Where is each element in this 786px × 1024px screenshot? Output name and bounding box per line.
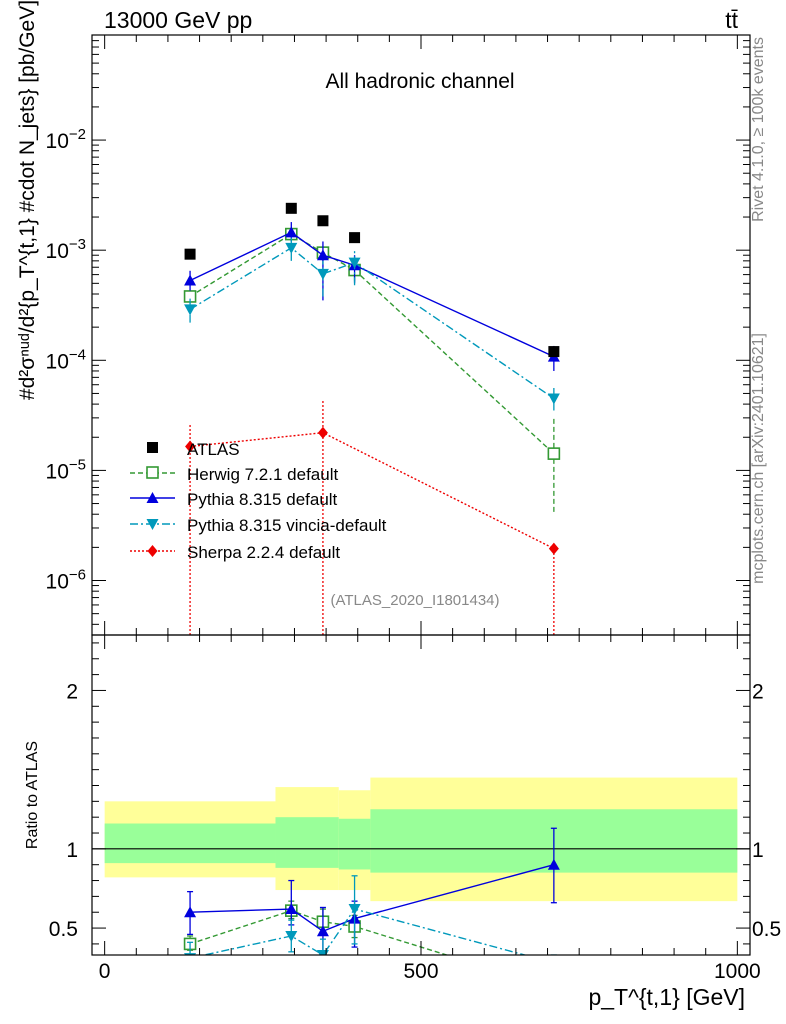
ratio-plot-area (92, 777, 750, 1003)
uncertainty-band-inner (104, 823, 276, 864)
atlas-data-point (184, 248, 196, 260)
legend-label-vincia: Pythia 8.315 vincia-default (187, 516, 387, 535)
data-point (547, 393, 560, 405)
legend-marker-atlas (147, 442, 158, 453)
main-axes: 10−6 10−5 10−4 10−3 10−2 (46, 34, 750, 635)
x-tick-label: 0 (99, 960, 111, 983)
ratio-data-point (348, 904, 361, 916)
ratio-y-tick-label-right: 2 (752, 680, 764, 703)
data-point (185, 440, 196, 453)
ratio-y-tick-label: 0.5 (49, 918, 78, 941)
atlas-data-point (349, 232, 361, 244)
data-point (547, 447, 561, 460)
series-line-2 (189, 246, 555, 400)
y-tick-label: 10−3 (46, 236, 86, 263)
process-label: tt̄ (725, 7, 738, 33)
uncertainty-band-inner (338, 818, 371, 870)
legend-label-herwig: Herwig 7.2.1 default (187, 465, 338, 484)
ratio-data-point (316, 925, 329, 937)
ratio-error-bar (550, 954, 557, 955)
ratio-y-tick-label: 1 (66, 839, 78, 862)
main-y-axis-label: #d²σⁿᵘᵈ/d²{p_T^{t,1} #cdot N_jets} [pb/G… (16, 0, 39, 400)
ratio-frame (91, 634, 751, 956)
ratio-data-point (285, 903, 298, 915)
y-tick-label: 10−2 (46, 126, 86, 153)
data-point (184, 304, 197, 316)
legend-marker-sherpa (147, 545, 158, 557)
ratio-data-point (547, 858, 560, 870)
data-point (548, 542, 559, 555)
legend-label-sherpa: Sherpa 2.2.4 default (187, 543, 340, 562)
ratio-series-line-0 (189, 909, 449, 955)
ratio-series-line-2 (201, 908, 528, 955)
analysis-tag: (ATLAS_2020_I1801434) (330, 592, 499, 609)
ratio-axes: 0.5 0.5 1 1 2 2 0 500 1000 (49, 635, 781, 983)
ratio-y-axis-label: Ratio to ATLAS (24, 741, 41, 849)
ratio-y-tick-label-right: 0.5 (752, 918, 781, 941)
energy-label: 13000 GeV pp (104, 7, 252, 33)
atlas-data-point (285, 202, 297, 214)
ratio-error-bar (551, 968, 557, 1003)
x-axis-label: p_T^{t,1} [GeV] (588, 984, 745, 1010)
data-point (316, 268, 329, 280)
legend: ATLAS Herwig 7.2.1 default Pythia 8.315 … (130, 440, 387, 562)
main-plot-area (183, 202, 561, 635)
ratio-error-bar (319, 938, 326, 955)
ratio-y-tick-label-right: 1 (752, 839, 764, 862)
data-point (317, 426, 328, 439)
y-tick-label: 10−5 (46, 456, 86, 483)
ratio-data-point (184, 906, 197, 918)
data-point (316, 249, 329, 261)
y-tick-label: 10−6 (46, 567, 86, 594)
rivet-version-label: Rivet 4.1.0, ≥ 100k events (750, 37, 767, 222)
atlas-data-point (548, 346, 560, 358)
legend-label-pythia: Pythia 8.315 default (187, 490, 338, 509)
y-tick-label: 10−4 (46, 346, 86, 373)
atlas-data-point (317, 215, 329, 227)
data-point (348, 257, 361, 269)
data-point (184, 274, 197, 286)
uncertainty-band-inner (275, 817, 339, 868)
series-line-0 (189, 233, 555, 455)
data-point (285, 226, 298, 238)
x-tick-label: 500 (403, 960, 438, 983)
legend-marker-herwig (146, 466, 159, 479)
data-point (285, 242, 298, 254)
legend-marker-vincia (146, 519, 159, 530)
ratio-data-point (548, 983, 559, 994)
series-line-1 (189, 231, 555, 358)
x-tick-label: 1000 (714, 960, 761, 983)
source-label: mcplots.cern.ch [arXiv:2401.10621] (750, 333, 767, 584)
ratio-data-point (285, 930, 298, 942)
legend-label-atlas: ATLAS (187, 440, 240, 459)
legend-marker-pythia (146, 492, 159, 503)
ratio-data-point (548, 958, 560, 969)
ratio-y-tick-label: 2 (66, 680, 78, 703)
ratio-error-bar (187, 941, 194, 955)
chart-title: All hadronic channel (325, 70, 514, 93)
